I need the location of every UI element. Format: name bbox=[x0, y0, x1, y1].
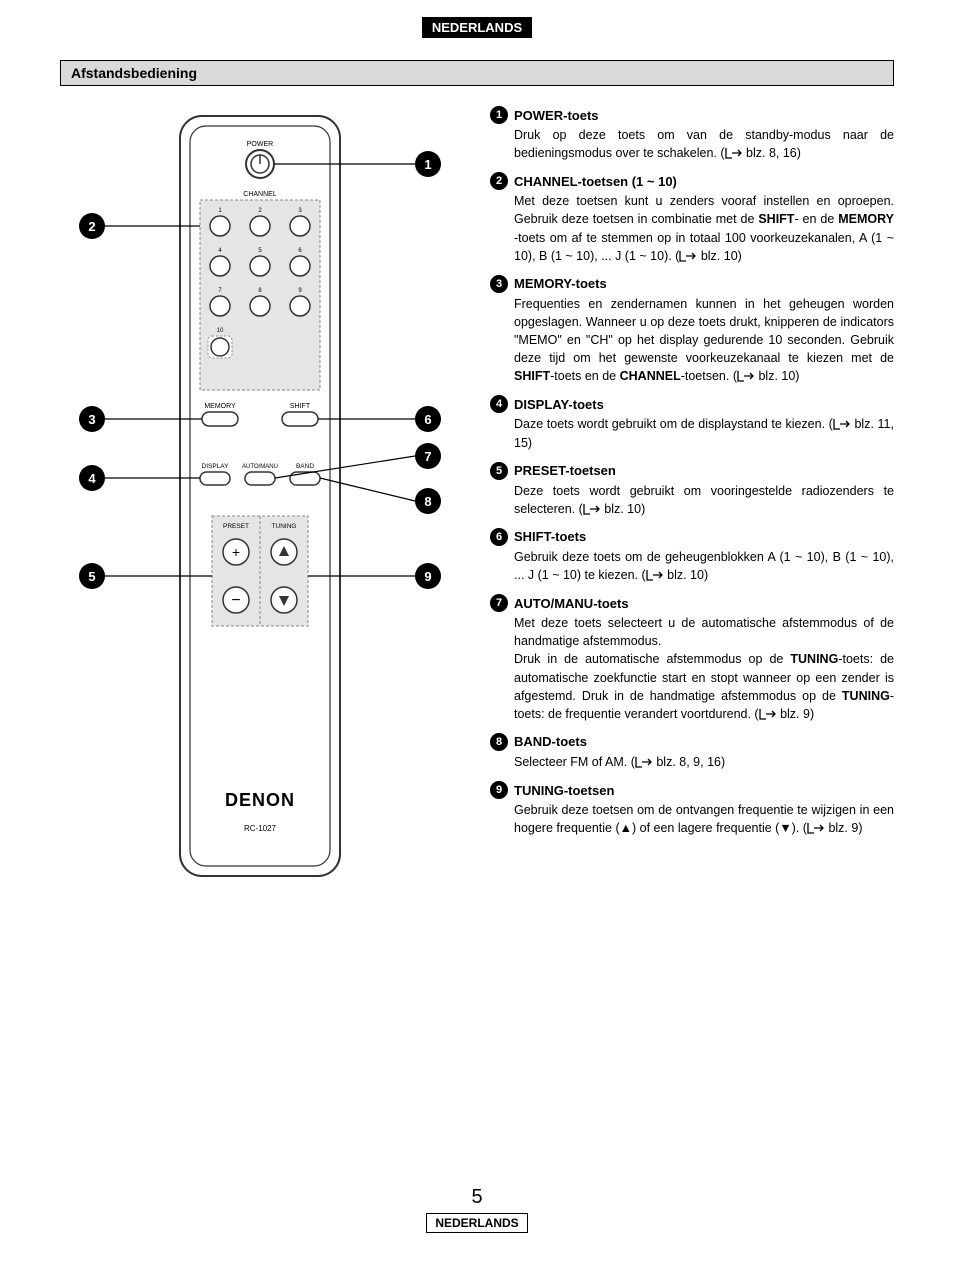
remote-power-label: POWER bbox=[247, 141, 273, 148]
description-head: 6 SHIFT-toets bbox=[490, 528, 894, 546]
description-head: 3 MEMORY-toets bbox=[490, 275, 894, 293]
description-item-9: 9 TUNING-toetsen Gebruik deze toetsen om d… bbox=[490, 781, 894, 837]
description-body: Met deze toetsen kunt u zenders vooraf i… bbox=[514, 192, 894, 265]
callout-2: 2 bbox=[79, 213, 105, 239]
description-title: MEMORY-toets bbox=[514, 276, 607, 291]
description-item-8: 8 BAND-toets Selecteer FM of AM. ( blz. 8,… bbox=[490, 733, 894, 771]
description-item-2: 2 CHANNEL-toetsen (1 ~ 10) Met deze toetse… bbox=[490, 172, 894, 265]
description-item-1: 1 POWER-toets Druk op deze toets om van de… bbox=[490, 106, 894, 162]
svg-text:10: 10 bbox=[217, 328, 224, 334]
callout-7: 7 bbox=[415, 443, 441, 469]
svg-text:TUNING: TUNING bbox=[272, 523, 297, 530]
description-item-4: 4 DISPLAY-toets Daze toets wordt gebruikt … bbox=[490, 395, 894, 451]
description-head: 2 CHANNEL-toetsen (1 ~ 10) bbox=[490, 172, 894, 190]
svg-text:4: 4 bbox=[88, 471, 96, 486]
description-head: 4 DISPLAY-toets bbox=[490, 395, 894, 413]
content-row: POWER CHANNEL 1 2 3 4 5 6 7 8 9 bbox=[60, 106, 894, 906]
description-title: AUTO/MANU-toets bbox=[514, 596, 629, 611]
description-number-badge: 6 bbox=[490, 528, 508, 546]
callout-8: 8 bbox=[415, 488, 441, 514]
description-head: 5 PRESET-toetsen bbox=[490, 462, 894, 480]
description-title: CHANNEL-toetsen (1 ~ 10) bbox=[514, 174, 677, 189]
description-number-badge: 3 bbox=[490, 275, 508, 293]
description-number-badge: 2 bbox=[490, 172, 508, 190]
section-header: Afstandsbediening bbox=[60, 60, 894, 86]
description-head: 7 AUTO/MANU-toets bbox=[490, 594, 894, 612]
svg-text:1: 1 bbox=[424, 157, 431, 172]
description-body: Selecteer FM of AM. ( blz. 8, 9, 16) bbox=[514, 753, 894, 771]
callout-3: 3 bbox=[79, 406, 105, 432]
description-title: TUNING-toetsen bbox=[514, 783, 614, 798]
description-column: 1 POWER-toets Druk op deze toets om van de… bbox=[490, 106, 894, 906]
svg-text:7: 7 bbox=[424, 449, 431, 464]
svg-text:BAND: BAND bbox=[296, 463, 314, 470]
svg-text:8: 8 bbox=[424, 494, 431, 509]
svg-text:6: 6 bbox=[424, 412, 431, 427]
description-item-6: 6 SHIFT-toets Gebruik deze toets om de geh… bbox=[490, 528, 894, 584]
language-badge-top: NEDERLANDS bbox=[60, 20, 894, 35]
svg-text:MEMORY: MEMORY bbox=[204, 403, 236, 410]
svg-text:+: + bbox=[232, 544, 240, 560]
callout-6: 6 bbox=[415, 406, 441, 432]
description-number-badge: 5 bbox=[490, 462, 508, 480]
svg-text:9: 9 bbox=[424, 569, 431, 584]
language-badge-bottom-text: NEDERLANDS bbox=[426, 1213, 527, 1233]
description-body: Gebruik deze toetsen om de ontvangen fre… bbox=[514, 801, 894, 837]
description-body: Daze toets wordt gebruikt om de displays… bbox=[514, 415, 894, 451]
description-head: 1 POWER-toets bbox=[490, 106, 894, 124]
description-number-badge: 7 bbox=[490, 594, 508, 612]
description-title: SHIFT-toets bbox=[514, 529, 586, 544]
description-body: Deze toets wordt gebruikt om vooringeste… bbox=[514, 482, 894, 518]
description-item-7: 7 AUTO/MANU-toets Met deze toets selecteer… bbox=[490, 594, 894, 723]
description-number-badge: 9 bbox=[490, 781, 508, 799]
description-title: POWER-toets bbox=[514, 108, 599, 123]
svg-text:3: 3 bbox=[88, 412, 95, 427]
callout-1: 1 bbox=[415, 151, 441, 177]
remote-model: RC-1027 bbox=[244, 824, 277, 833]
remote-diagram: POWER CHANNEL 1 2 3 4 5 6 7 8 9 bbox=[60, 106, 460, 906]
svg-text:DISPLAY: DISPLAY bbox=[202, 463, 230, 470]
callout-9: 9 bbox=[415, 563, 441, 589]
callout-5: 5 bbox=[79, 563, 105, 589]
description-number-badge: 4 bbox=[490, 395, 508, 413]
language-badge-text: NEDERLANDS bbox=[422, 17, 532, 38]
description-number-badge: 8 bbox=[490, 733, 508, 751]
description-item-5: 5 PRESET-toetsen Deze toets wordt gebruikt… bbox=[490, 462, 894, 518]
description-body: Druk op deze toets om van de standby-mod… bbox=[514, 126, 894, 162]
remote-channel-label: CHANNEL bbox=[243, 191, 277, 198]
description-head: 9 TUNING-toetsen bbox=[490, 781, 894, 799]
callout-4: 4 bbox=[79, 465, 105, 491]
remote-diagram-column: POWER CHANNEL 1 2 3 4 5 6 7 8 9 bbox=[60, 106, 460, 906]
description-head: 8 BAND-toets bbox=[490, 733, 894, 751]
remote-brand: DENON bbox=[225, 790, 295, 810]
language-badge-bottom: NEDERLANDS bbox=[60, 1215, 894, 1230]
svg-text:PRESET: PRESET bbox=[223, 523, 249, 530]
description-number-badge: 1 bbox=[490, 106, 508, 124]
svg-text:2: 2 bbox=[88, 219, 95, 234]
page-number: 5 bbox=[60, 1186, 894, 1209]
description-title: DISPLAY-toets bbox=[514, 397, 604, 412]
description-item-3: 3 MEMORY-toets Frequenties en zendernamen … bbox=[490, 275, 894, 386]
description-title: BAND-toets bbox=[514, 734, 587, 749]
svg-text:AUTO/MANU: AUTO/MANU bbox=[242, 464, 278, 470]
svg-text:−: − bbox=[231, 592, 240, 609]
description-body: Frequenties en zendernamen kunnen in het… bbox=[514, 295, 894, 386]
description-body: Gebruik deze toets om de geheugenblokken… bbox=[514, 548, 894, 584]
description-title: PRESET-toetsen bbox=[514, 463, 616, 478]
description-body: Met deze toets selecteert u de automatis… bbox=[514, 614, 894, 723]
svg-text:SHIFT: SHIFT bbox=[290, 403, 311, 410]
svg-text:5: 5 bbox=[88, 569, 95, 584]
